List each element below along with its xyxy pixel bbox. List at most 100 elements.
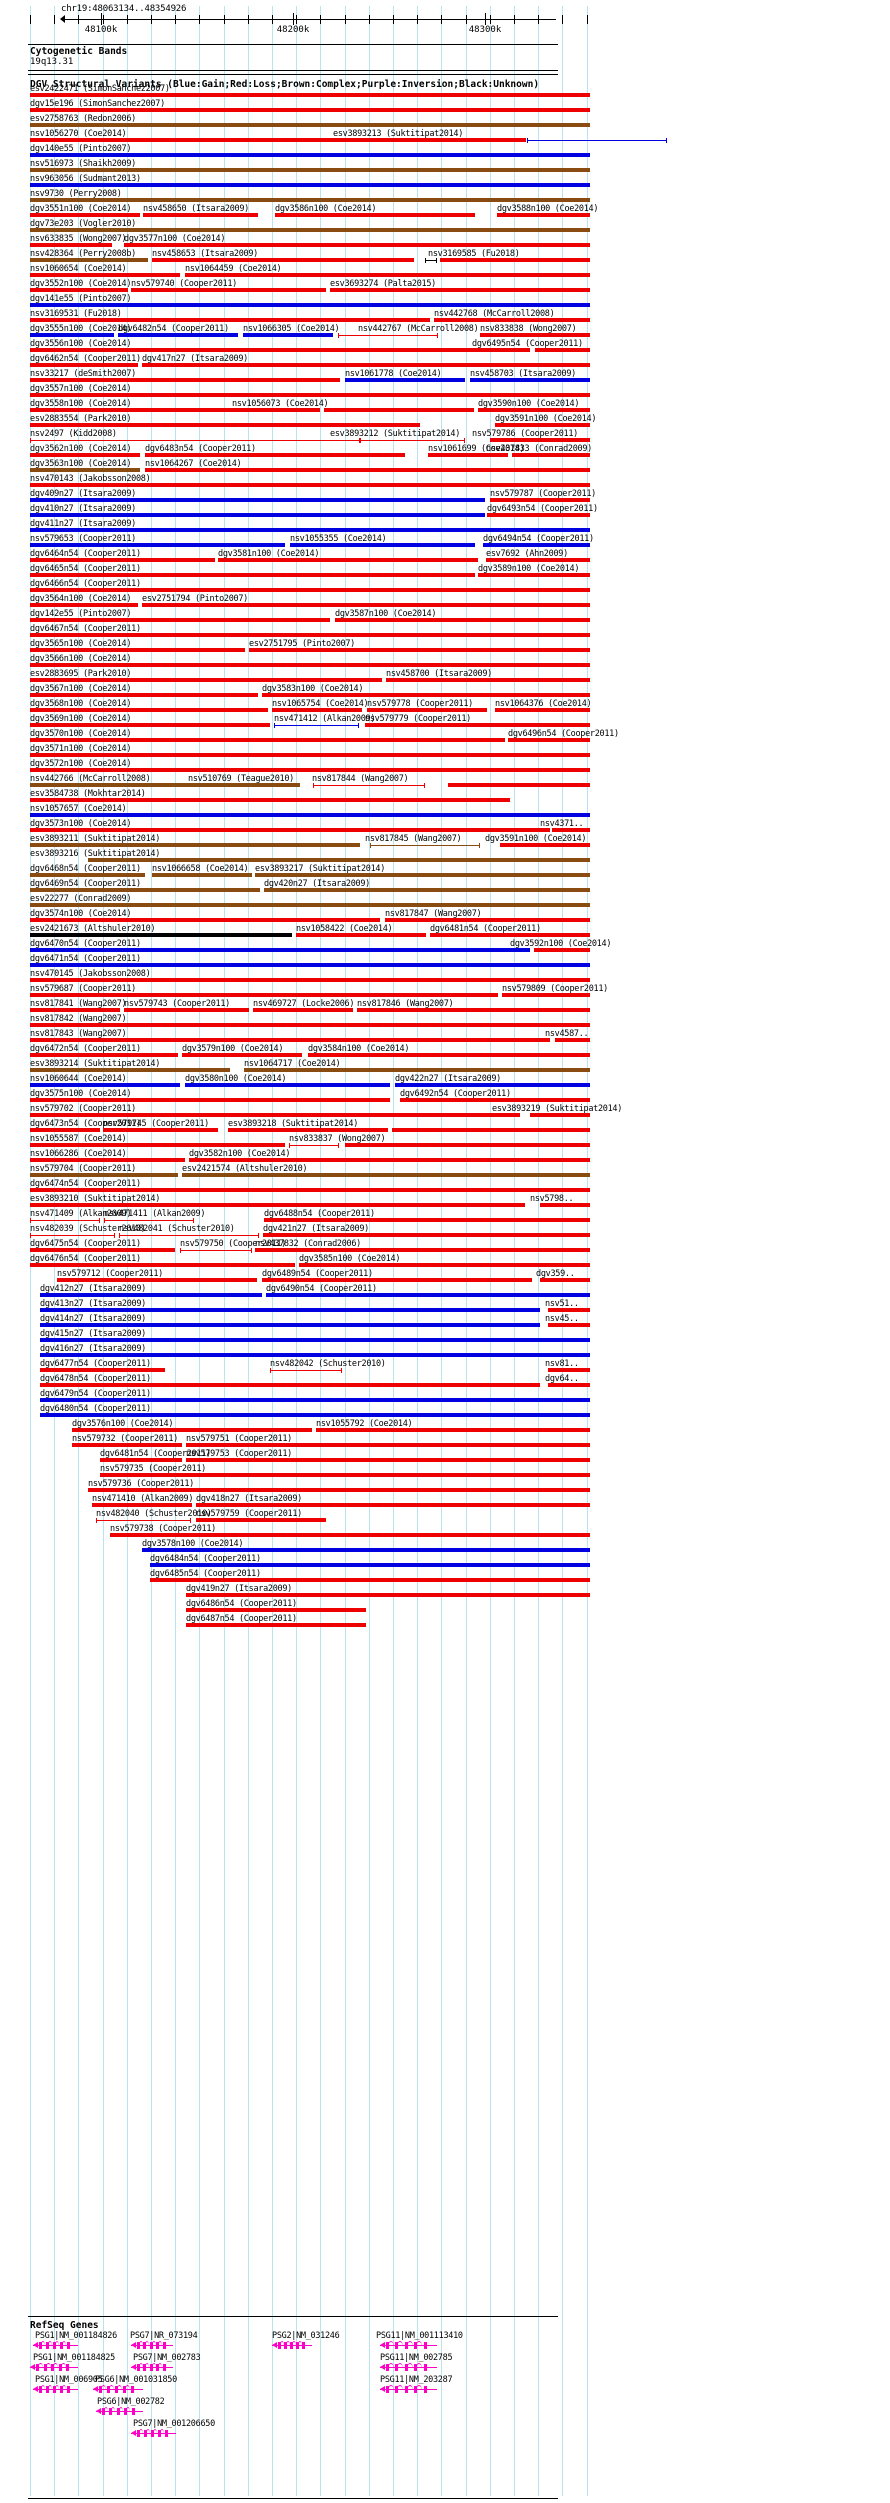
variant-label[interactable]: dgv3572n100 (Coe2014)	[30, 759, 132, 769]
variant-label[interactable]: nsv579750 (Cooper2011)	[180, 1239, 286, 1249]
variant-span[interactable]	[104, 1218, 194, 1223]
variant-label[interactable]: nsv633835 (Wong2007)	[30, 234, 127, 244]
variant-bar[interactable]	[218, 558, 478, 562]
variant-label[interactable]: nsv1064376 (Coe2014)	[495, 699, 592, 709]
variant-label[interactable]: esv2421574 (Altshuler2010)	[182, 1164, 308, 1174]
variant-label[interactable]: esv3893210 (Suktitipat2014)	[30, 1194, 161, 1204]
variant-bar[interactable]	[262, 1278, 532, 1282]
variant-bar[interactable]	[296, 933, 426, 937]
variant-bar[interactable]	[30, 93, 590, 97]
variant-label[interactable]: nsv1066286 (Coe2014)	[30, 1149, 127, 1159]
variant-bar[interactable]	[40, 1368, 165, 1372]
variant-bar[interactable]	[143, 213, 258, 217]
variant-bar[interactable]	[470, 378, 590, 382]
gene-glyph[interactable]	[96, 2407, 143, 2416]
variant-label[interactable]: dgv3558n100 (Coe2014)	[30, 399, 132, 409]
variant-bar[interactable]	[243, 333, 333, 337]
variant-bar[interactable]	[30, 273, 180, 277]
variant-label[interactable]: nsv1066305 (Coe2014)	[243, 324, 340, 334]
variant-label[interactable]: nsv2497 (Kidd2008)	[30, 429, 117, 439]
variant-label[interactable]: nsv442766 (McCarroll2008)	[30, 774, 151, 784]
variant-bar[interactable]	[30, 408, 320, 412]
gene-glyph[interactable]	[33, 2341, 78, 2350]
variant-bar[interactable]	[100, 1458, 182, 1462]
variant-label[interactable]: dgv6489n54 (Cooper2011)	[262, 1269, 373, 1279]
variant-label[interactable]: dgv414n27 (Itsara2009)	[40, 1314, 146, 1324]
variant-bar[interactable]	[548, 1323, 590, 1327]
variant-bar[interactable]	[100, 1473, 590, 1477]
variant-label[interactable]: dgv3590n100 (Coe2014)	[478, 399, 580, 409]
variant-bar[interactable]	[30, 498, 485, 502]
variant-label[interactable]: esv3893214 (Suktitipat2014)	[30, 1059, 161, 1069]
variant-label[interactable]: dgv3570n100 (Coe2014)	[30, 729, 132, 739]
variant-label[interactable]: dgv6472n54 (Cooper2011)	[30, 1044, 141, 1054]
variant-label[interactable]: dgv420n27 (Itsara2009)	[264, 879, 370, 889]
variant-bar[interactable]	[483, 543, 590, 547]
variant-label[interactable]: esv3893212 (Suktitipat2014)	[330, 429, 461, 439]
variant-bar[interactable]	[196, 1518, 326, 1522]
variant-label[interactable]: nsv3169585 (Fu2018)	[428, 249, 520, 259]
variant-bar[interactable]	[30, 1248, 175, 1252]
variant-bar[interactable]	[186, 1593, 590, 1597]
variant-label[interactable]: nsv458653 (Itsara2009)	[152, 249, 258, 259]
variant-bar[interactable]	[30, 243, 112, 247]
variant-span[interactable]	[425, 258, 437, 263]
variant-label[interactable]: esv3584738 (Mokhtar2014)	[30, 789, 146, 799]
variant-bar[interactable]	[40, 1323, 540, 1327]
variant-label[interactable]: nsv471412 (Alkan2009)	[274, 714, 376, 724]
variant-label[interactable]: dgv3582n100 (Coe2014)	[189, 1149, 291, 1159]
variant-label[interactable]: dgv6478n54 (Cooper2011)	[40, 1374, 151, 1384]
variant-bar[interactable]	[487, 513, 590, 517]
variant-label[interactable]: dgv3556n100 (Coe2014)	[30, 339, 132, 349]
variant-bar[interactable]	[512, 453, 590, 457]
variant-bar[interactable]	[266, 1293, 590, 1297]
variant-label[interactable]: nsv817842 (Wang2007)	[30, 1014, 127, 1024]
variant-label[interactable]: dgv6480n54 (Cooper2011)	[40, 1404, 151, 1414]
variant-label[interactable]: dgv6490n54 (Cooper2011)	[266, 1284, 377, 1294]
variant-bar[interactable]	[30, 258, 148, 262]
gene-glyph[interactable]	[131, 2429, 176, 2438]
variant-bar[interactable]	[30, 768, 590, 772]
variant-label[interactable]: nsv817846 (Wang2007)	[357, 999, 454, 1009]
variant-label[interactable]: nsv579687 (Cooper2011)	[30, 984, 136, 994]
variant-label[interactable]: esv2422471 (SimonSanchez2007)	[30, 84, 170, 94]
variant-bar[interactable]	[40, 1398, 590, 1402]
variant-label[interactable]: dgv3591n100 (Coe2014)	[485, 834, 587, 844]
variant-bar[interactable]	[30, 753, 590, 757]
variant-bar[interactable]	[30, 633, 590, 637]
variant-label[interactable]: dgv6484n54 (Cooper2011)	[150, 1554, 261, 1564]
variant-bar[interactable]	[30, 1068, 230, 1072]
variant-label[interactable]: nsv817841 (Wang2007)	[30, 999, 127, 1009]
variant-bar[interactable]	[448, 783, 590, 787]
variant-label[interactable]: dgv3575n100 (Coe2014)	[30, 1089, 132, 1099]
variant-span[interactable]	[338, 333, 438, 338]
variant-bar[interactable]	[30, 378, 340, 382]
variant-label[interactable]: dgv6495n54 (Cooper2011)	[472, 339, 583, 349]
variant-bar[interactable]	[264, 1218, 590, 1222]
variant-label[interactable]: dgv412n27 (Itsara2009)	[40, 1284, 146, 1294]
variant-bar[interactable]	[30, 948, 530, 952]
variant-label[interactable]: dgv140e55 (Pinto2007)	[30, 144, 132, 154]
variant-bar[interactable]	[30, 963, 590, 967]
variant-label[interactable]: nsv471410 (Alkan2009)	[92, 1494, 194, 1504]
variant-bar[interactable]	[30, 813, 590, 817]
variant-bar[interactable]	[440, 258, 590, 262]
variant-label[interactable]: dgv3583n100 (Coe2014)	[262, 684, 364, 694]
variant-bar[interactable]	[552, 828, 590, 832]
gene-label[interactable]: PSG2|NM_031246	[272, 2331, 340, 2341]
variant-bar[interactable]	[249, 648, 590, 652]
variant-bar[interactable]	[299, 1263, 590, 1267]
variant-bar[interactable]	[30, 603, 138, 607]
variant-bar[interactable]	[263, 1233, 590, 1237]
variant-bar[interactable]	[497, 213, 590, 217]
variant-span[interactable]	[96, 1518, 191, 1523]
variant-label[interactable]: dgv3565n100 (Coe2014)	[30, 639, 132, 649]
gene-glyph[interactable]	[131, 2341, 173, 2350]
variant-label[interactable]: nsv471411 (Alkan2009)	[104, 1209, 206, 1219]
variant-bar[interactable]	[264, 888, 590, 892]
variant-bar[interactable]	[244, 1068, 590, 1072]
variant-bar[interactable]	[30, 168, 590, 172]
variant-bar[interactable]	[30, 1128, 100, 1132]
variant-label[interactable]: nsv579759 (Cooper2011)	[196, 1509, 302, 1519]
variant-bar[interactable]	[30, 1203, 525, 1207]
